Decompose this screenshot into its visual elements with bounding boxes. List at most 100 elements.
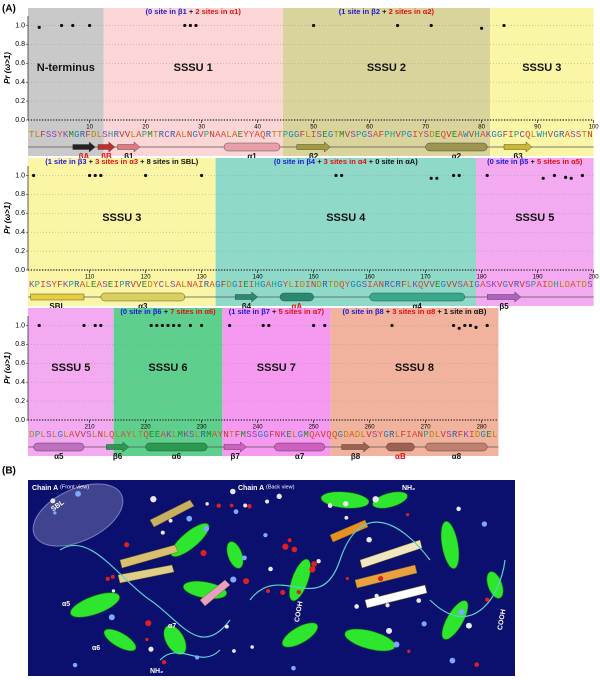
y-tick-label: 0.6 bbox=[15, 60, 25, 67]
helix bbox=[100, 292, 186, 302]
x-tick-label: 50 bbox=[310, 125, 317, 131]
data-point bbox=[396, 23, 400, 28]
data-point bbox=[312, 23, 316, 28]
x-tick-label: 150 bbox=[309, 275, 320, 281]
data-point bbox=[429, 23, 433, 28]
region-label: SSSU 5 bbox=[515, 212, 554, 224]
atom bbox=[168, 518, 173, 523]
atom bbox=[449, 657, 456, 664]
image-label: α5 bbox=[62, 601, 70, 608]
annotation-part: 3 sites in α8 bbox=[392, 307, 435, 316]
x-tick-label: 180 bbox=[477, 275, 488, 281]
x-tick-label: 120 bbox=[141, 275, 152, 281]
y-tick-label: 0.8 bbox=[15, 41, 25, 48]
x-tick-label: 140 bbox=[253, 275, 264, 281]
strand bbox=[503, 141, 533, 153]
data-point bbox=[485, 323, 489, 328]
atom bbox=[216, 503, 221, 508]
panel-label: (A) bbox=[2, 4, 16, 15]
atoms bbox=[50, 488, 490, 671]
atom bbox=[268, 566, 273, 572]
region-label: SSSU 3 bbox=[102, 212, 141, 224]
y-tick-label: 0.2 bbox=[15, 98, 25, 105]
data-point bbox=[60, 23, 64, 28]
data-point bbox=[552, 173, 557, 178]
helix bbox=[425, 442, 488, 452]
atom bbox=[145, 637, 149, 642]
structure-label: α2 bbox=[452, 152, 462, 161]
atom bbox=[311, 561, 317, 567]
annotation-part: 3 sites in α3 bbox=[95, 157, 138, 166]
annotation-part: (0 site in β6 bbox=[120, 307, 161, 316]
data-point bbox=[541, 176, 545, 180]
x-tick-label: 240 bbox=[253, 425, 264, 431]
atom bbox=[458, 609, 465, 616]
loop-bar bbox=[30, 293, 85, 301]
atom bbox=[161, 659, 167, 665]
x-tick-label: 10 bbox=[86, 125, 93, 131]
atom bbox=[327, 503, 333, 508]
y-axis-title: Pr (ω>1) bbox=[3, 52, 12, 84]
region-label: SSSU 2 bbox=[367, 62, 406, 74]
x-tick-label: 40 bbox=[254, 125, 261, 131]
image-label: Chain A bbox=[238, 485, 264, 492]
atom bbox=[316, 559, 321, 564]
y-tick-label: 0.0 bbox=[15, 417, 25, 424]
y-tick-label: 0.6 bbox=[15, 210, 25, 217]
helix bbox=[386, 442, 415, 452]
annotation-part: 2 sites in α1) bbox=[195, 7, 241, 16]
x-tick-label: 100 bbox=[589, 125, 600, 131]
panel-row: N-terminus SSSU 1 (0 site in β1 + 2 sites … bbox=[3, 7, 599, 161]
region-label: SSSU 8 bbox=[395, 362, 434, 374]
structure-label: α5 bbox=[54, 452, 64, 461]
atom bbox=[145, 620, 152, 627]
data-point bbox=[71, 23, 75, 28]
x-tick-label: 70 bbox=[422, 125, 429, 131]
annotation-part: + 8 sites in SBL) bbox=[138, 157, 199, 166]
sbl-highlight bbox=[32, 483, 124, 547]
image-label: COOH bbox=[294, 601, 305, 623]
data-point bbox=[261, 323, 265, 328]
data-point bbox=[457, 173, 461, 178]
site-annotation: (0 site in β6 + 7 sites in α6) bbox=[120, 307, 216, 316]
strand bbox=[487, 291, 522, 303]
atom bbox=[232, 649, 236, 653]
data-point bbox=[323, 323, 327, 328]
coils bbox=[59, 521, 506, 661]
atom bbox=[110, 574, 115, 579]
image-label: NH₂ bbox=[402, 485, 415, 492]
data-point bbox=[564, 175, 568, 179]
data-point bbox=[31, 173, 36, 178]
site-annotation: (1 site in β7 + 5 sites in α7) bbox=[229, 307, 325, 316]
annotation-part: + bbox=[270, 307, 279, 316]
x-tick-label: 230 bbox=[197, 425, 208, 431]
region-band bbox=[113, 308, 223, 456]
atom bbox=[291, 546, 298, 553]
x-tick-label: 30 bbox=[198, 125, 205, 131]
atom bbox=[241, 555, 247, 561]
strand bbox=[106, 441, 130, 453]
helix bbox=[223, 142, 281, 152]
region-label: SSSU 7 bbox=[257, 362, 296, 374]
structure-label: α4 bbox=[413, 302, 423, 311]
annotation-part: + 0 site in αA) bbox=[367, 157, 419, 166]
x-tick-label: 200 bbox=[589, 275, 600, 281]
data-point bbox=[468, 323, 472, 328]
data-point bbox=[99, 323, 103, 328]
image-label: COOH bbox=[497, 609, 508, 631]
atom bbox=[280, 589, 286, 596]
x-tick-label: 80 bbox=[478, 125, 485, 131]
data-point bbox=[194, 23, 198, 28]
atom bbox=[456, 506, 461, 512]
atom bbox=[481, 521, 488, 527]
annotation-part: + bbox=[315, 157, 324, 166]
data-point bbox=[188, 323, 192, 328]
image-label: NH₂ bbox=[150, 668, 163, 675]
image-label: α7 bbox=[168, 623, 176, 630]
panel-row: SSSU 3 (1 site in β3 + 3 sites in α3 + 8 … bbox=[3, 157, 599, 311]
atom bbox=[291, 665, 296, 671]
y-tick-label: 0.6 bbox=[15, 360, 25, 367]
strands bbox=[117, 499, 428, 609]
strand bbox=[117, 141, 141, 153]
